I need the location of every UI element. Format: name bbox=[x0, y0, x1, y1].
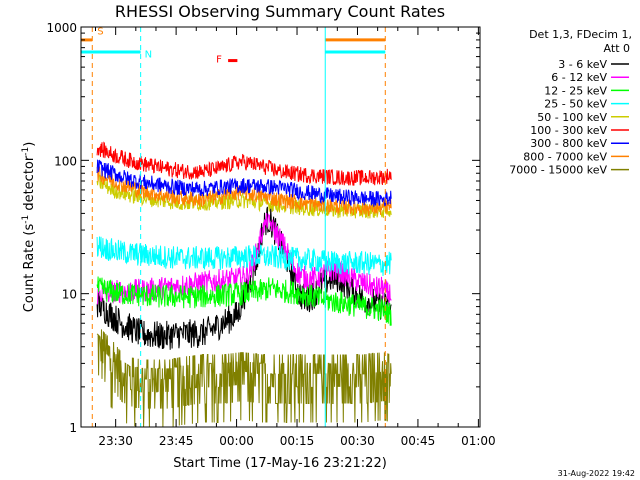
series-line-800-7000-kev bbox=[96, 166, 392, 217]
timestamp: 31-Aug-2022 19:42 bbox=[558, 469, 635, 478]
legend-label: 100 - 300 keV bbox=[530, 124, 607, 137]
series-line-7000-15000-kev bbox=[96, 329, 392, 428]
series-line-100-300-kev bbox=[96, 141, 392, 186]
legend-label: 12 - 25 keV bbox=[544, 84, 607, 97]
y-tick-label: 10 bbox=[62, 288, 77, 302]
x-axis: 23:30 23:45 00:00 00:15 00:30 00:45 01:00 bbox=[95, 27, 496, 448]
legend-label: 7000 - 15000 keV bbox=[509, 164, 607, 177]
y-axis-label-end: ) bbox=[22, 142, 37, 147]
night-label: N bbox=[145, 50, 152, 61]
annotation-layer: S N F bbox=[81, 26, 386, 427]
legend-label: 6 - 12 keV bbox=[551, 71, 607, 84]
series-line-25-50-kev bbox=[96, 236, 392, 277]
series-line-300-800-kev bbox=[96, 159, 392, 207]
series-layer bbox=[96, 141, 392, 428]
legend-header-1: Det 1,3, FDecim 1, bbox=[529, 28, 632, 41]
x-tick-label: 00:45 bbox=[401, 434, 436, 448]
legend-label: 3 - 6 keV bbox=[558, 58, 607, 71]
x-tick-label: 00:30 bbox=[340, 434, 375, 448]
x-axis-label: Start Time (17-May-16 23:21:22) bbox=[173, 456, 387, 471]
x-tick-label: 23:30 bbox=[98, 434, 133, 448]
y-axis: 1 10 100 1000 bbox=[46, 21, 480, 435]
y-axis-label: Count Rate (s-1 detector-1) bbox=[21, 142, 37, 313]
y-tick-label: 1000 bbox=[46, 21, 77, 35]
legend-label: 25 - 50 keV bbox=[544, 98, 607, 111]
y-axis-label-sup2: -1 bbox=[21, 147, 31, 156]
saa-label: S bbox=[97, 26, 103, 37]
y-axis-label-sup1: -1 bbox=[21, 215, 31, 224]
legend-label: 800 - 7000 keV bbox=[523, 150, 607, 163]
legend-label: 50 - 100 keV bbox=[537, 111, 607, 124]
x-tick-label: 00:15 bbox=[280, 434, 315, 448]
legend-header-2: Att 0 bbox=[604, 42, 630, 55]
flare-label: F bbox=[216, 55, 222, 66]
series-line-12-25-kev bbox=[96, 276, 392, 326]
plot-frame bbox=[80, 26, 481, 428]
y-axis-label-mid: detector bbox=[22, 155, 37, 215]
chart-title: RHESSI Observing Summary Count Rates bbox=[115, 2, 445, 21]
y-tick-label: 100 bbox=[54, 154, 77, 168]
x-tick-label: 00:00 bbox=[219, 434, 254, 448]
series-line-50-100-kev bbox=[96, 174, 392, 219]
legend-label: 300 - 800 keV bbox=[530, 137, 607, 150]
x-tick-label: 01:00 bbox=[461, 434, 496, 448]
y-axis-label-main: Count Rate (s bbox=[22, 224, 37, 313]
x-tick-label: 23:45 bbox=[159, 434, 194, 448]
y-tick-label: 1 bbox=[69, 421, 77, 435]
